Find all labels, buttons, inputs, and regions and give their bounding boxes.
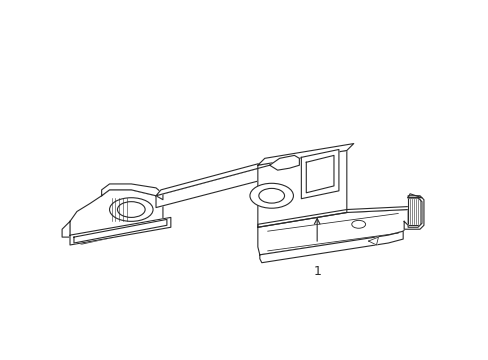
Polygon shape	[269, 156, 299, 170]
Polygon shape	[301, 149, 338, 199]
Polygon shape	[257, 144, 353, 165]
Text: 1: 1	[313, 265, 321, 278]
Ellipse shape	[249, 183, 293, 208]
Polygon shape	[407, 194, 421, 198]
Polygon shape	[156, 159, 274, 196]
Polygon shape	[156, 165, 269, 208]
Ellipse shape	[109, 198, 153, 221]
Polygon shape	[305, 156, 333, 193]
Polygon shape	[74, 219, 166, 243]
Polygon shape	[62, 221, 70, 237]
Polygon shape	[257, 150, 346, 227]
Polygon shape	[368, 237, 378, 245]
Polygon shape	[102, 184, 163, 200]
Ellipse shape	[258, 188, 284, 203]
Polygon shape	[407, 198, 421, 225]
Polygon shape	[70, 190, 163, 244]
Polygon shape	[404, 196, 423, 229]
Polygon shape	[257, 210, 407, 255]
Ellipse shape	[351, 220, 365, 228]
Polygon shape	[259, 231, 402, 263]
Polygon shape	[70, 217, 170, 245]
Polygon shape	[257, 204, 412, 227]
Ellipse shape	[117, 202, 145, 217]
